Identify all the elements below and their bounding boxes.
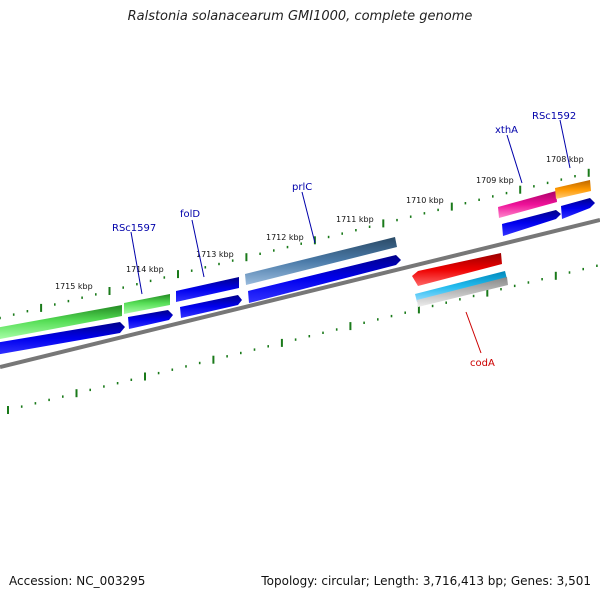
gene-grey[interactable] — [417, 277, 508, 307]
gene-label-rsc1592[interactable]: RSc1592 — [532, 111, 576, 122]
map-title: Ralstonia solanacearum GMI1000, complete… — [127, 9, 473, 24]
gene-red-coda[interactable] — [412, 253, 502, 286]
ruler-labels: 1715 kbp 1714 kbp 1713 kbp 1712 kbp 1711… — [55, 155, 584, 291]
gene-label-xtha[interactable]: xthA — [495, 125, 518, 136]
cds-blue-4[interactable] — [248, 255, 401, 303]
ruler-label-1713: 1713 kbp — [196, 250, 234, 259]
gene-label-fold[interactable]: folD — [180, 209, 200, 220]
ruler-label-1715: 1715 kbp — [55, 282, 93, 291]
gene-features — [0, 180, 595, 355]
gene-leader-lines — [130, 119, 571, 354]
ruler-label-1714: 1714 kbp — [126, 265, 164, 274]
ruler-label-1711: 1711 kbp — [336, 215, 374, 224]
gene-orange-rsc1592[interactable] — [555, 180, 591, 199]
leader-rsc1597 — [130, 231, 143, 295]
leader-coda — [465, 311, 482, 354]
leader-rsc1592 — [559, 119, 571, 169]
cds-blue-2[interactable] — [128, 310, 173, 329]
cds-blue-5[interactable] — [502, 210, 561, 236]
cds-blue-6[interactable] — [561, 198, 595, 219]
gene-labels: RSc1597 folD prlC xthA RSc1592 codA — [112, 111, 576, 369]
genome-backbone — [0, 218, 600, 369]
leader-fold — [191, 219, 205, 278]
gene-magenta-xtha[interactable] — [498, 191, 557, 218]
gene-green-1[interactable] — [0, 305, 122, 340]
gene-label-prlc[interactable]: prlC — [292, 182, 312, 193]
gene-steelblue-prlc[interactable] — [245, 237, 397, 285]
gene-blue-fold[interactable] — [176, 277, 239, 302]
leader-prlc — [301, 191, 316, 244]
lower-ruler — [7, 264, 598, 414]
ruler-label-1710: 1710 kbp — [406, 196, 444, 205]
ruler-label-1709: 1709 kbp — [476, 176, 514, 185]
footer-accession: Accession: NC_003295 — [9, 574, 146, 588]
ruler-label-1708: 1708 kbp — [546, 155, 584, 164]
cds-blue-1[interactable] — [0, 322, 125, 355]
cds-blue-3[interactable] — [180, 295, 242, 318]
gene-label-rsc1597[interactable]: RSc1597 — [112, 223, 156, 234]
gene-cyan[interactable] — [415, 271, 507, 302]
ruler-label-1712: 1712 kbp — [266, 233, 304, 242]
footer-stats: Topology: circular; Length: 3,716,413 bp… — [261, 574, 591, 588]
gene-label-coda[interactable]: codA — [470, 358, 495, 369]
leader-xtha — [506, 134, 523, 184]
gene-green-rsc1597[interactable] — [124, 294, 170, 314]
